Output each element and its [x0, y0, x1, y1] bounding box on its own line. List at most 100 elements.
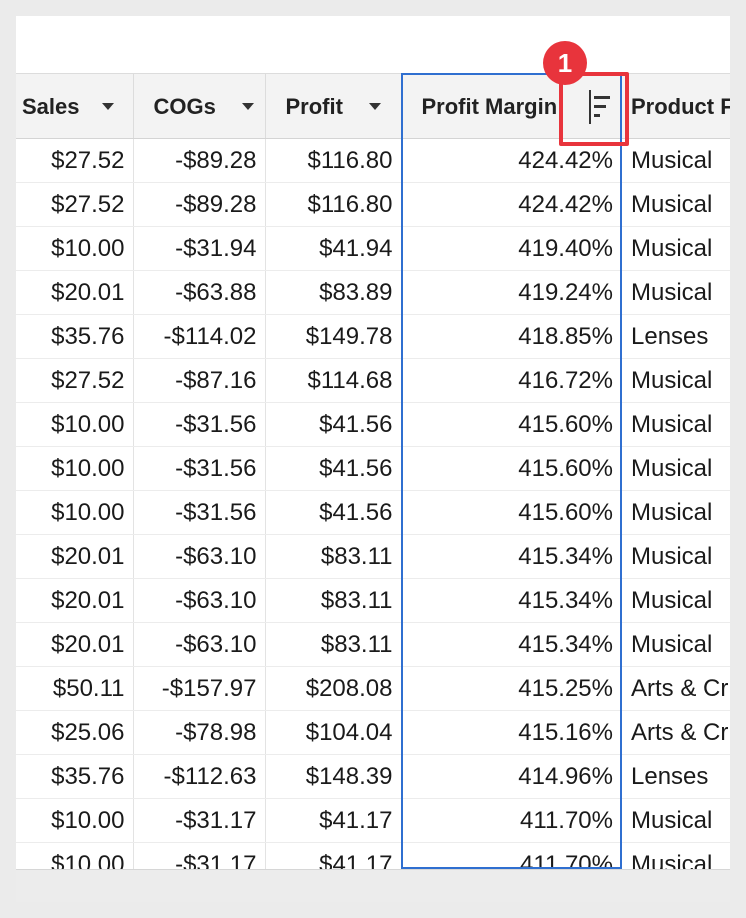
cell-profit[interactable]: $41.56 — [265, 490, 402, 535]
cell-product[interactable]: Musical — [621, 226, 730, 271]
cell-sales[interactable]: $20.01 — [16, 622, 134, 667]
cell-profit[interactable]: $41.56 — [265, 446, 402, 491]
column-header-profit[interactable]: Profit — [265, 73, 402, 139]
cell-cogs[interactable]: -$78.98 — [133, 710, 266, 755]
sort-descending-icon[interactable] — [585, 90, 613, 124]
cell-cogs[interactable]: -$89.28 — [133, 182, 266, 227]
cell-sales[interactable]: $10.00 — [16, 446, 134, 491]
cell-profit[interactable]: $83.89 — [265, 270, 402, 315]
cell-profit-margin[interactable]: 424.42% — [401, 138, 621, 183]
cell-profit[interactable]: $104.04 — [265, 710, 402, 755]
cell-product[interactable]: Musical — [621, 358, 730, 403]
cell-cogs[interactable]: -$63.10 — [133, 534, 266, 579]
column-header-product[interactable]: Product F — [621, 73, 730, 139]
cell-cogs[interactable]: -$63.10 — [133, 622, 266, 667]
table-row[interactable]: $10.00 -$31.56 $41.56 415.60% Musical — [16, 490, 730, 535]
cell-profit[interactable]: $41.17 — [265, 798, 402, 843]
cell-sales[interactable]: $27.52 — [16, 358, 134, 403]
cell-sales[interactable]: $27.52 — [16, 138, 134, 183]
cell-product[interactable]: Musical — [621, 182, 730, 227]
cell-profit-margin[interactable]: 419.24% — [401, 270, 621, 315]
cell-sales[interactable]: $10.00 — [16, 798, 134, 843]
cell-cogs[interactable]: -$114.02 — [133, 314, 266, 359]
cell-cogs[interactable]: -$31.56 — [133, 490, 266, 535]
cell-product[interactable]: Musical — [621, 578, 730, 623]
cell-sales[interactable]: $20.01 — [16, 270, 134, 315]
cell-product[interactable]: Arts & Cr — [621, 666, 730, 711]
chevron-down-icon[interactable] — [241, 103, 254, 111]
cell-profit[interactable]: $114.68 — [265, 358, 402, 403]
table-row[interactable]: $10.00 -$31.17 $41.17 411.70% Musical — [16, 798, 730, 843]
cell-profit[interactable]: $116.80 — [265, 182, 402, 227]
table-row[interactable]: $10.00 -$31.56 $41.56 415.60% Musical — [16, 402, 730, 447]
cell-profit-margin[interactable]: 419.40% — [401, 226, 621, 271]
cell-product[interactable]: Musical — [621, 402, 730, 447]
cell-profit[interactable]: $149.78 — [265, 314, 402, 359]
cell-cogs[interactable]: -$63.88 — [133, 270, 266, 315]
cell-product[interactable]: Musical — [621, 270, 730, 315]
cell-profit-margin[interactable]: 415.60% — [401, 402, 621, 447]
cell-sales[interactable]: $20.01 — [16, 578, 134, 623]
table-row[interactable]: $20.01 -$63.88 $83.89 419.24% Musical — [16, 270, 730, 315]
cell-profit-margin[interactable]: 415.34% — [401, 578, 621, 623]
cell-cogs[interactable]: -$31.56 — [133, 446, 266, 491]
cell-sales[interactable]: $27.52 — [16, 182, 134, 227]
cell-profit-margin[interactable]: 415.16% — [401, 710, 621, 755]
cell-product[interactable]: Lenses — [621, 754, 730, 799]
cell-product[interactable]: Musical — [621, 446, 730, 491]
cell-cogs[interactable]: -$31.56 — [133, 402, 266, 447]
cell-profit-margin[interactable]: 415.34% — [401, 622, 621, 667]
cell-cogs[interactable]: -$63.10 — [133, 578, 266, 623]
cell-profit[interactable]: $116.80 — [265, 138, 402, 183]
cell-sales[interactable]: $50.11 — [16, 666, 134, 711]
cell-sales[interactable]: $20.01 — [16, 534, 134, 579]
cell-cogs[interactable]: -$157.97 — [133, 666, 266, 711]
cell-cogs[interactable]: -$31.17 — [133, 798, 266, 843]
table-row[interactable]: $50.11 -$157.97 $208.08 415.25% Arts & Cr — [16, 666, 730, 711]
table-row[interactable]: $20.01 -$63.10 $83.11 415.34% Musical — [16, 622, 730, 667]
chevron-down-icon[interactable] — [101, 103, 114, 111]
column-header-profit-margin[interactable]: Profit Margin — [401, 73, 621, 139]
cell-sales[interactable]: $10.00 — [16, 226, 134, 271]
cell-profit-margin[interactable]: 424.42% — [401, 182, 621, 227]
table-row[interactable]: $10.00 -$31.94 $41.94 419.40% Musical — [16, 226, 730, 271]
cell-profit-margin[interactable]: 418.85% — [401, 314, 621, 359]
cell-profit-margin[interactable]: 415.60% — [401, 490, 621, 535]
table-row[interactable]: $27.52 -$89.28 $116.80 424.42% Musical — [16, 138, 730, 183]
chevron-down-icon[interactable] — [368, 103, 381, 111]
cell-profit[interactable]: $41.94 — [265, 226, 402, 271]
cell-profit-margin[interactable]: 415.25% — [401, 666, 621, 711]
cell-sales[interactable]: $35.76 — [16, 754, 134, 799]
table-row[interactable]: $27.52 -$87.16 $114.68 416.72% Musical — [16, 358, 730, 403]
table-row[interactable]: $35.76 -$112.63 $148.39 414.96% Lenses — [16, 754, 730, 799]
cell-profit[interactable]: $148.39 — [265, 754, 402, 799]
cell-product[interactable]: Musical — [621, 798, 730, 843]
cell-profit-margin[interactable]: 415.34% — [401, 534, 621, 579]
cell-sales[interactable]: $25.06 — [16, 710, 134, 755]
cell-sales[interactable]: $10.00 — [16, 402, 134, 447]
table-row[interactable]: $20.01 -$63.10 $83.11 415.34% Musical — [16, 534, 730, 579]
cell-profit-margin[interactable]: 414.96% — [401, 754, 621, 799]
cell-cogs[interactable]: -$112.63 — [133, 754, 266, 799]
table-row[interactable]: $35.76 -$114.02 $149.78 418.85% Lenses — [16, 314, 730, 359]
cell-cogs[interactable]: -$31.94 — [133, 226, 266, 271]
cell-sales[interactable]: $35.76 — [16, 314, 134, 359]
cell-profit-margin[interactable]: 411.70% — [401, 798, 621, 843]
table-row[interactable]: $25.06 -$78.98 $104.04 415.16% Arts & Cr — [16, 710, 730, 755]
table-row[interactable]: $27.52 -$89.28 $116.80 424.42% Musical — [16, 182, 730, 227]
cell-sales[interactable]: $10.00 — [16, 490, 134, 535]
cell-profit[interactable]: $41.56 — [265, 402, 402, 447]
table-row[interactable]: $20.01 -$63.10 $83.11 415.34% Musical — [16, 578, 730, 623]
cell-profit-margin[interactable]: 416.72% — [401, 358, 621, 403]
horizontal-scrollbar[interactable] — [16, 869, 730, 902]
table-row[interactable]: $10.00 -$31.56 $41.56 415.60% Musical — [16, 446, 730, 491]
cell-product[interactable]: Lenses — [621, 314, 730, 359]
cell-cogs[interactable]: -$89.28 — [133, 138, 266, 183]
cell-product[interactable]: Musical — [621, 138, 730, 183]
cell-profit[interactable]: $208.08 — [265, 666, 402, 711]
cell-profit-margin[interactable]: 415.60% — [401, 446, 621, 491]
cell-product[interactable]: Musical — [621, 534, 730, 579]
column-header-sales[interactable]: Sales — [16, 73, 134, 139]
column-header-cogs[interactable]: COGs — [133, 73, 266, 139]
cell-profit[interactable]: $83.11 — [265, 534, 402, 579]
